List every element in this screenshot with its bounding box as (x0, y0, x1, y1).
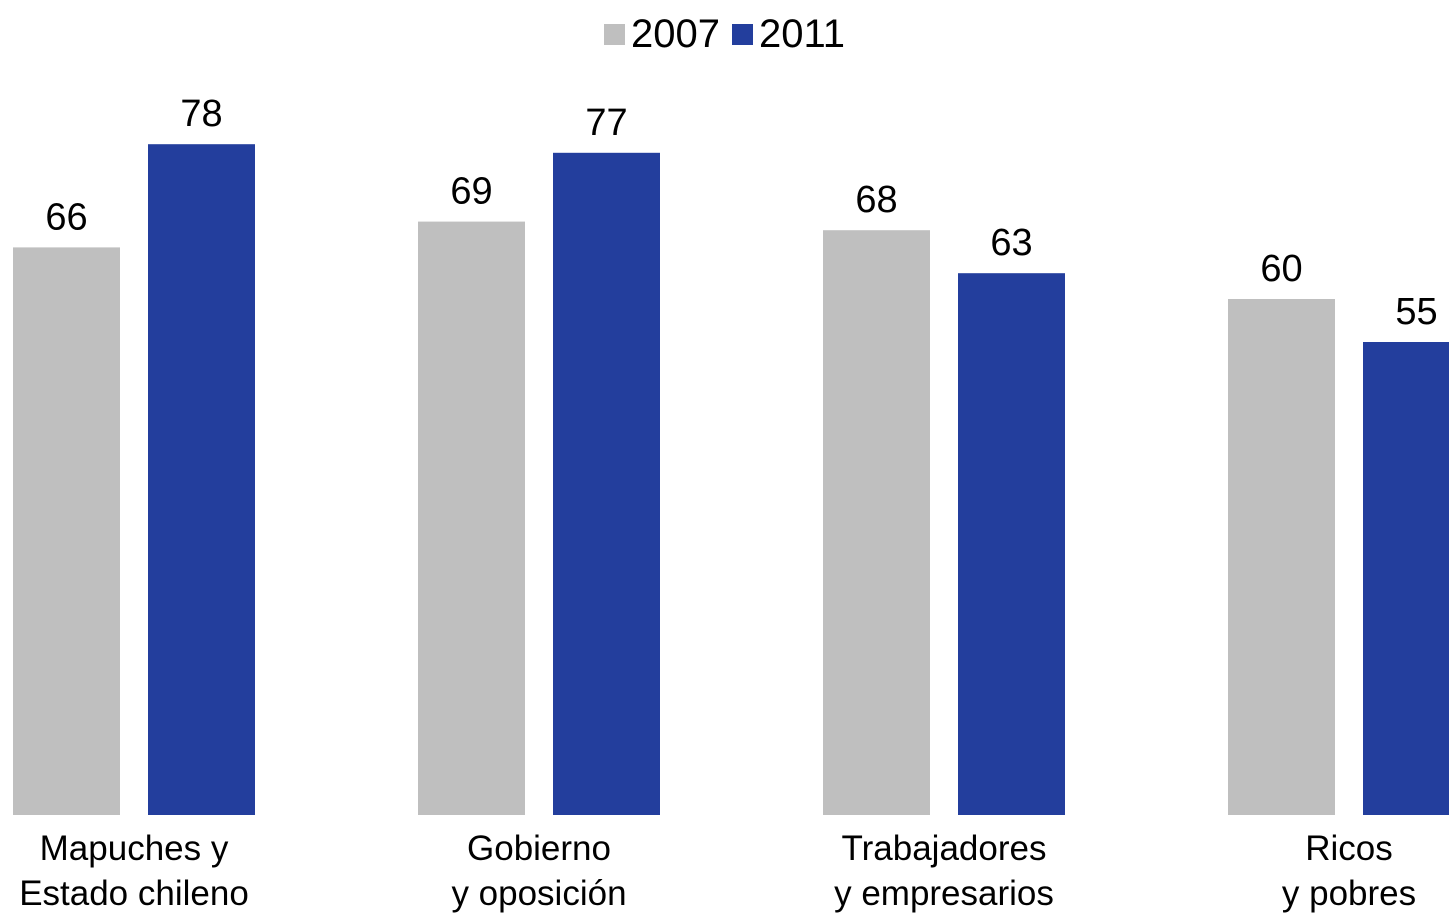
bar-2007-cat-2 (823, 230, 930, 815)
category-label-1-line-0: Gobierno (467, 829, 611, 868)
data-label-2011-cat-3: 55 (1395, 291, 1437, 333)
legend-item-2011: 2011 (731, 10, 845, 58)
category-label-3-line-1: y pobres (1282, 874, 1416, 913)
bar-2007-cat-3 (1228, 299, 1335, 815)
bar-2007-cat-0 (13, 247, 120, 815)
category-label-2-line-0: Trabajadores (842, 829, 1047, 868)
category-label-0-line-1: Estado chileno (19, 874, 249, 913)
legend-label-2011: 2011 (758, 12, 845, 56)
data-label-2011-cat-0: 78 (180, 93, 222, 135)
category-label-0-line-0: Mapuches y (40, 829, 229, 868)
legend-swatch-2007 (604, 23, 625, 45)
data-label-2011-cat-1: 77 (585, 102, 627, 144)
data-label-2007-cat-0: 66 (45, 196, 87, 238)
category-label-1-line-1: y oposición (451, 874, 626, 913)
bar-2011-cat-3 (1363, 342, 1449, 815)
data-label-2011-cat-2: 63 (990, 222, 1032, 264)
bar-2011-cat-0 (148, 144, 255, 815)
data-label-2007-cat-2: 68 (855, 179, 897, 221)
chart-legend: 2007 2011 (0, 10, 1449, 58)
bar-2011-cat-2 (958, 273, 1065, 815)
legend-swatch-2011 (731, 23, 753, 45)
legend-label-2007: 2007 (631, 12, 720, 56)
category-label-3-line-0: Ricos (1305, 829, 1393, 868)
bar-2007-cat-1 (418, 221, 525, 816)
legend-item-2007: 2007 (604, 10, 720, 58)
data-label-2007-cat-1: 69 (450, 171, 492, 213)
data-label-2007-cat-3: 60 (1260, 248, 1302, 290)
bar-2011-cat-1 (553, 152, 660, 816)
category-label-2-line-1: y empresarios (834, 874, 1054, 913)
